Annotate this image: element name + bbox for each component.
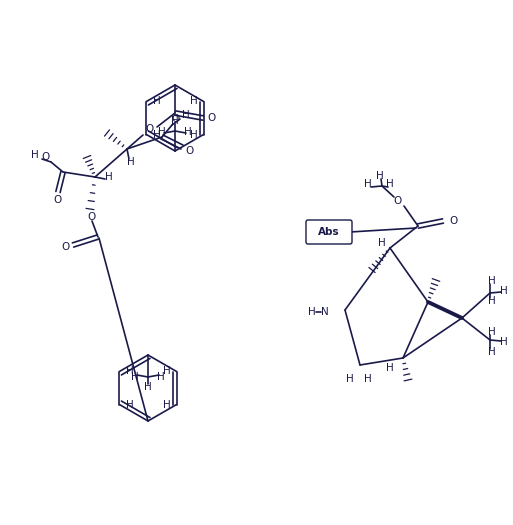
Text: O: O [394, 196, 402, 206]
Text: O: O [88, 212, 96, 222]
Text: H: H [31, 150, 39, 160]
Text: H: H [190, 97, 198, 107]
Text: H: H [386, 363, 394, 373]
Text: O: O [449, 216, 457, 226]
Text: H: H [488, 327, 496, 337]
Text: O: O [207, 113, 215, 123]
Text: O: O [145, 124, 153, 134]
Text: H: H [171, 116, 179, 126]
Text: H: H [152, 130, 160, 140]
Text: H: H [488, 347, 496, 357]
Text: H: H [386, 179, 394, 189]
Text: H: H [378, 238, 386, 248]
Text: N: N [321, 307, 329, 317]
Text: O: O [61, 242, 69, 252]
Text: Abs: Abs [318, 227, 340, 237]
Text: H: H [346, 374, 354, 384]
Text: O: O [41, 152, 49, 162]
Text: H: H [127, 157, 135, 167]
FancyBboxPatch shape [306, 220, 352, 244]
Text: H: H [488, 296, 496, 306]
Text: H: H [144, 382, 152, 392]
Text: H: H [182, 110, 190, 120]
Text: H: H [364, 374, 372, 384]
Text: H: H [308, 307, 316, 317]
Text: H: H [105, 172, 113, 182]
Text: O: O [172, 114, 180, 124]
Text: H: H [500, 286, 508, 296]
Text: H: H [152, 97, 160, 107]
Text: H: H [157, 372, 165, 382]
Text: H: H [376, 171, 384, 181]
Text: H: H [488, 276, 496, 286]
Text: H: H [163, 366, 170, 376]
Text: H: H [163, 400, 170, 410]
Text: H: H [190, 130, 198, 140]
Text: H: H [184, 127, 192, 137]
Text: H: H [158, 127, 166, 137]
Text: H: H [364, 179, 372, 189]
Text: H: H [126, 400, 133, 410]
Text: H: H [500, 337, 508, 347]
Text: O: O [54, 195, 62, 205]
Text: H: H [131, 372, 139, 382]
Text: O: O [186, 146, 194, 156]
Text: H: H [126, 366, 133, 376]
